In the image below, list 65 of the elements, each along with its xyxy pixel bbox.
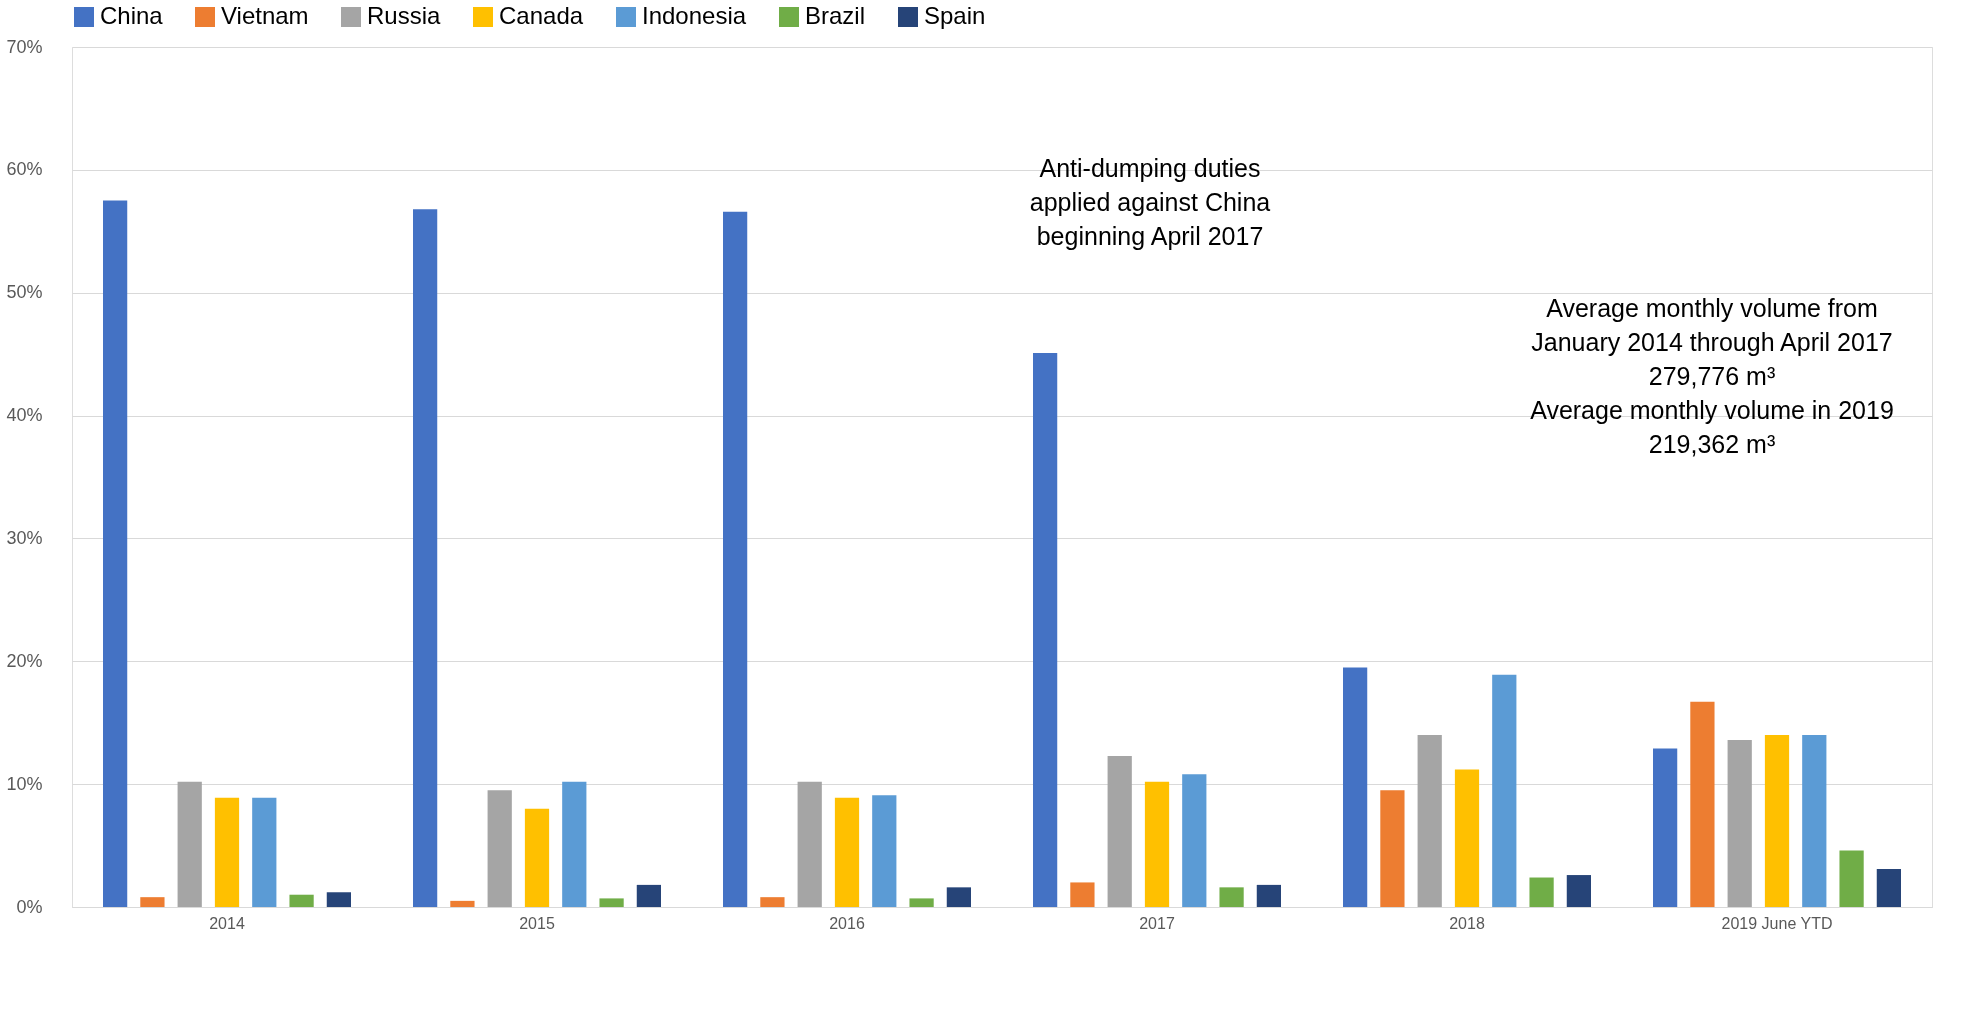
bar [562,781,587,907]
legend-label: Canada [499,2,584,29]
bar [1529,877,1554,907]
legend-label: Indonesia [642,2,747,29]
y-tick-label: 60% [6,159,43,180]
legend-label: China [100,2,164,29]
bar [103,200,128,907]
legend-label: Brazil [805,2,866,29]
x-tick-label: 2017 [1139,914,1175,932]
bar [1690,701,1715,907]
bar [946,887,971,907]
bar [599,898,624,907]
bar [140,897,165,907]
bar [797,781,822,907]
y-tick-label: 0% [16,896,43,917]
y-tick-label: 30% [6,527,43,548]
bar [909,898,934,907]
annotation: Average monthly volume from January 2014 through April 2017 279,776 m³ Average monthly volume in 2019 219,362 m³ [1530,294,1894,458]
bar [1566,875,1591,907]
bar [723,211,748,907]
bar [1727,739,1752,907]
bar [1219,887,1244,907]
bar [326,892,351,907]
bar [524,808,550,907]
x-tick-label: 2018 [1449,914,1485,932]
bar [1256,884,1281,907]
bar [1182,774,1207,907]
annotation: Anti-dumping duties applied against China beginning April 2017 [1029,154,1271,250]
bar [834,797,860,907]
bar [1839,850,1864,907]
bar [289,894,314,907]
y-tick-label: 40% [6,405,43,426]
bar [1380,790,1405,907]
bar [1107,755,1132,907]
x-tick-label: 2014 [209,914,245,932]
bar [1492,674,1517,907]
bar [1764,735,1790,907]
y-tick-label: 20% [6,650,43,671]
x-tick-label: 2019 June YTD [1721,914,1833,932]
bar [1653,748,1678,907]
bar [413,209,438,907]
bar [177,781,202,907]
bar [1033,352,1058,907]
bar [1343,667,1368,907]
y-tick-label: 10% [6,773,43,794]
bar [252,797,277,907]
y-tick-label: 50% [6,282,43,303]
bar [1144,781,1170,907]
bar [1070,882,1095,907]
bar [1802,735,1827,907]
bar [760,897,785,907]
x-tick-label: 2016 [829,914,865,932]
bar [1876,868,1901,907]
bar [214,797,240,907]
bar [487,790,512,907]
legend-label: Russia [367,2,442,29]
bar [1417,735,1442,907]
y-tick-label: 70% [6,36,43,57]
x-tick-label: 2015 [519,914,555,932]
legend-label: Vietnam [221,2,309,29]
legend-label: Spain [924,2,986,29]
bar [1454,769,1480,907]
bar [636,884,661,907]
bar [872,795,897,907]
bar [450,900,475,907]
